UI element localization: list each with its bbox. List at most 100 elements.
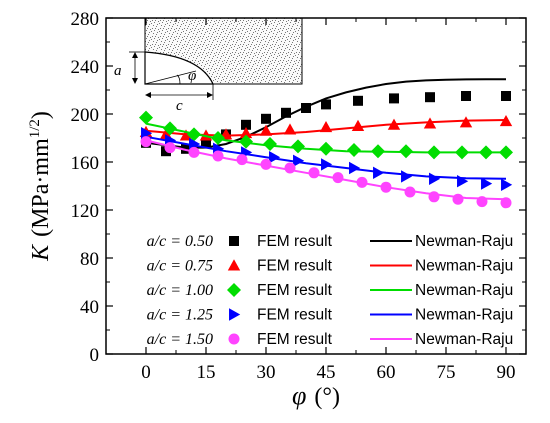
fem-point-2	[239, 134, 253, 149]
fem-point-2	[427, 145, 441, 160]
x-tick-label: 0	[141, 362, 151, 383]
fem-point-0	[389, 93, 399, 104]
legend-ratio-4: a/c = 1.50	[147, 331, 213, 348]
fem-point-3	[481, 177, 493, 190]
fem-point-4	[212, 150, 224, 162]
fem-point-0	[461, 91, 471, 101]
fem-point-3	[293, 154, 305, 167]
legend-ratio-1: a/c = 0.75	[147, 258, 213, 275]
fem-point-3	[429, 172, 441, 185]
legend-fem-label-3: FEM result	[257, 307, 333, 324]
x-tick-label: 90	[497, 362, 516, 383]
fem-point-2	[263, 137, 277, 151]
y-tick-label: 80	[80, 249, 99, 270]
legend-fem-label-2: FEM result	[257, 282, 333, 299]
newman-raju-line-4	[145, 139, 507, 201]
fem-point-3	[321, 158, 333, 171]
fem-point-3	[189, 137, 201, 151]
fem-point-0	[201, 137, 211, 148]
label-c: c	[176, 98, 183, 114]
legend-line-label-4: Newman-Raju	[415, 331, 513, 348]
fem-point-2	[163, 121, 177, 136]
legend-fem-label-4: FEM result	[257, 331, 333, 348]
fem-point-0	[321, 99, 331, 110]
fem-point-4	[404, 186, 416, 198]
label-phi: φ	[188, 68, 196, 84]
fem-point-3	[141, 127, 153, 140]
fem-point-4	[284, 162, 296, 174]
y-axis-unit-exponent: 1/2	[27, 119, 43, 138]
fem-point-4	[356, 176, 368, 188]
legend-fem-label-0: FEM result	[257, 233, 333, 250]
fem-point-3	[457, 175, 469, 188]
fem-point-3	[349, 161, 361, 175]
legend-line-label-3: Newman-Raju	[415, 307, 513, 324]
legend-marker-2	[227, 283, 241, 297]
fem-point-4	[236, 154, 248, 166]
fem-point-3	[401, 170, 413, 183]
fem-point-4	[476, 196, 488, 208]
fem-point-2	[499, 145, 513, 160]
fem-point-1	[459, 116, 473, 128]
newman-raju-line-0	[145, 78, 506, 149]
y-axis-symbol: K	[28, 243, 54, 262]
y-axis-unit-close: )	[28, 111, 54, 119]
y-tick-label: 40	[80, 297, 99, 318]
y-tick-label: 120	[71, 201, 100, 222]
fem-point-2	[455, 145, 469, 160]
fem-point-1	[499, 115, 513, 127]
fem-point-4	[452, 193, 464, 205]
crack-geometry-inset: a cφ	[114, 17, 303, 114]
x-axis-unit: (°)	[314, 384, 340, 410]
label-a: a	[114, 63, 122, 79]
fem-point-3	[373, 166, 385, 179]
c-arrow-left	[145, 92, 151, 98]
fem-point-4	[140, 136, 152, 148]
fem-point-0	[261, 113, 271, 124]
fem-point-0	[425, 92, 435, 103]
fem-point-2	[291, 139, 305, 154]
fem-point-3	[269, 151, 281, 164]
c-arrow-right	[207, 92, 213, 98]
y-axis-title: K (MPa·mm1/2)	[27, 111, 54, 262]
legend-fem-label-1: FEM result	[257, 258, 333, 275]
fem-point-4	[500, 197, 512, 209]
fem-point-4	[428, 191, 440, 203]
y-tick-label: 280	[71, 9, 100, 30]
phi-ray	[144, 70, 197, 85]
fem-point-2	[139, 110, 153, 125]
fem-point-0	[241, 119, 251, 130]
x-tick-label: 45	[317, 362, 336, 383]
legend-ratio-0: a/c = 0.50	[147, 233, 213, 250]
fem-point-4	[260, 158, 272, 170]
legend: a/c = 0.50 FEM result Newman-Raju a/c = 0.7…	[147, 233, 514, 348]
fem-point-2	[319, 141, 333, 156]
a-arrow-top	[132, 52, 138, 58]
legend-marker-1	[227, 259, 241, 271]
fem-point-4	[308, 167, 320, 179]
y-tick-label: 0	[90, 345, 100, 366]
x-tick-label: 30	[257, 362, 276, 383]
legend-line-label-1: Newman-Raju	[415, 258, 513, 275]
phi-arc	[176, 74, 181, 85]
x-tick-label: 15	[197, 362, 216, 383]
fem-point-4	[332, 172, 344, 184]
fem-point-4	[380, 181, 392, 193]
crack-front	[144, 51, 214, 85]
fem-point-2	[479, 145, 493, 160]
fem-point-1	[259, 124, 273, 136]
fem-point-0	[301, 103, 311, 113]
fem-point-2	[211, 131, 225, 145]
legend-ratio-2: a/c = 1.00	[147, 282, 213, 299]
fem-point-0	[501, 91, 511, 101]
fem-point-1	[423, 117, 437, 129]
fem-point-1	[179, 129, 193, 141]
fem-point-0	[181, 143, 191, 154]
y-tick-label: 240	[71, 57, 100, 78]
y-axis-unit: (MPa·mm	[28, 138, 54, 237]
y-tick-label: 200	[71, 105, 100, 126]
legend-ratio-3: a/c = 1.25	[147, 307, 213, 324]
fem-point-2	[187, 127, 201, 142]
fem-point-0	[281, 107, 291, 118]
